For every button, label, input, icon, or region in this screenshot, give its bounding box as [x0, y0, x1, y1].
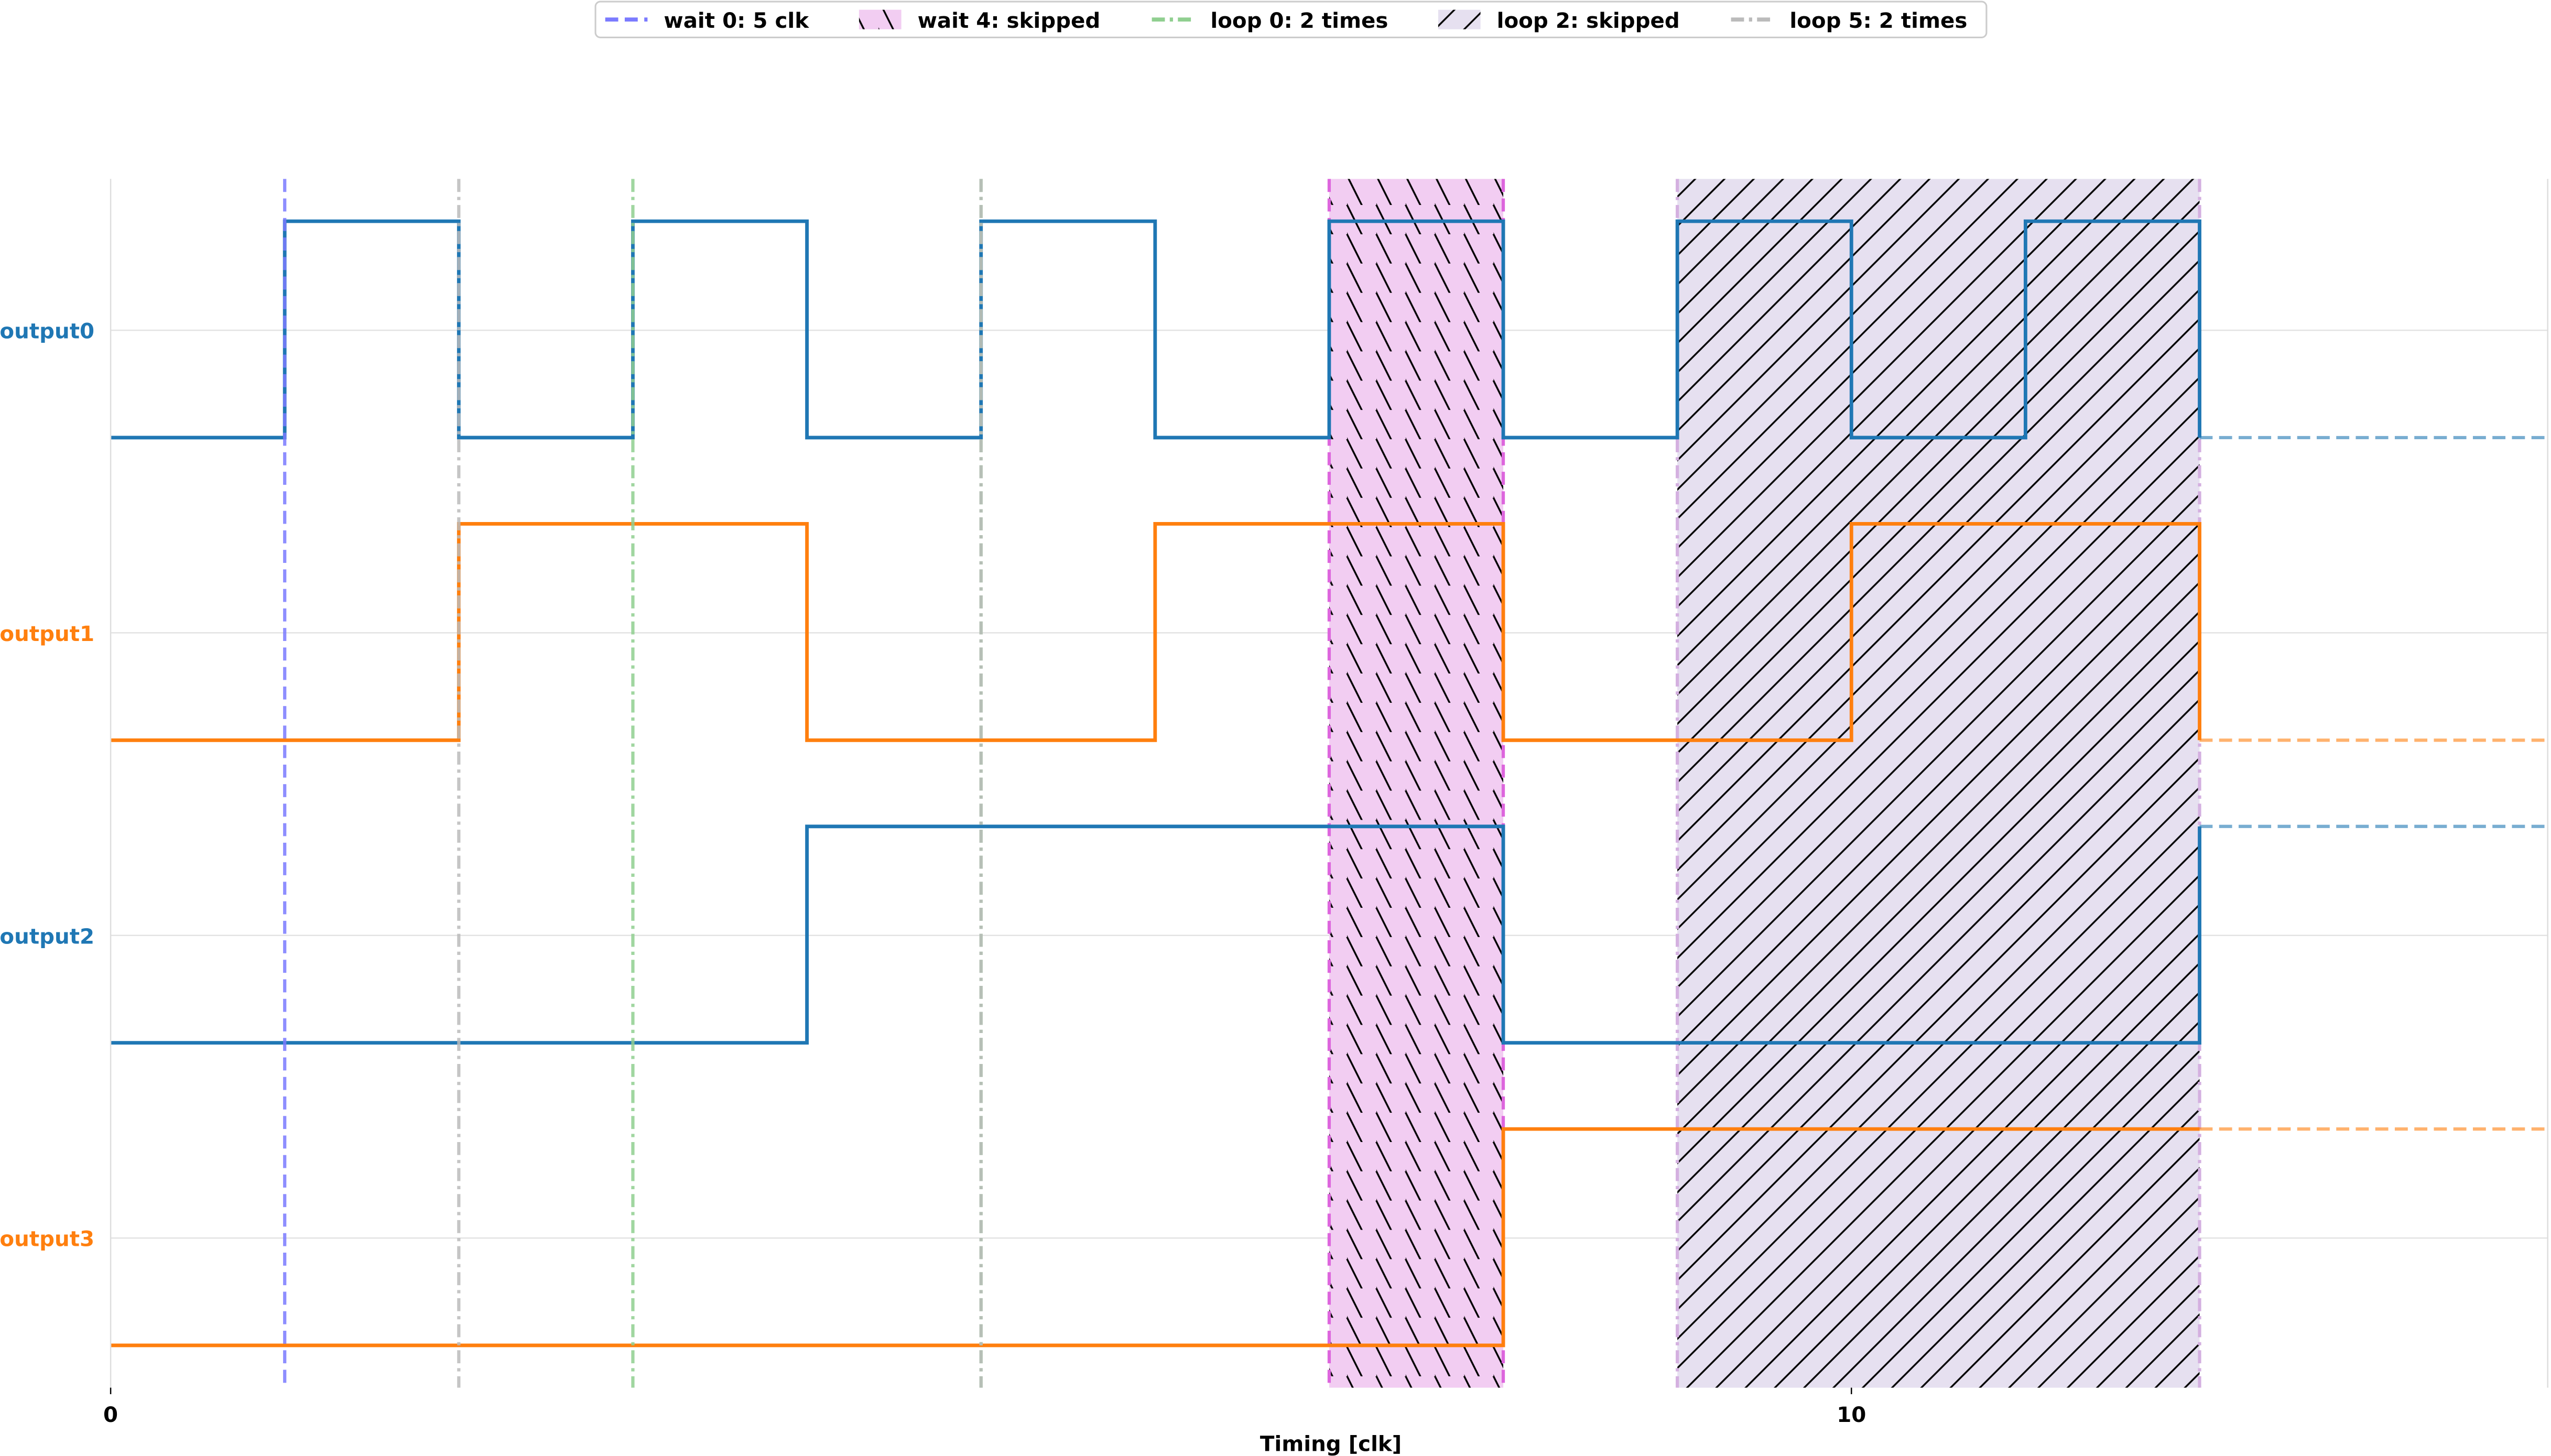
x-tick-label: 10	[1837, 1403, 1866, 1427]
signal-output2	[111, 824, 2201, 1045]
skipped-region	[1329, 179, 1504, 1388]
signal-output0	[111, 219, 2201, 440]
legend-label: loop 2: skipped	[1497, 8, 1680, 33]
x-axis: 0 10 Timing [clk]	[103, 179, 2548, 1456]
signal-label-output0: output0	[0, 319, 94, 344]
signal-labels: output0 output1 output2 output3	[0, 319, 94, 1252]
legend-label: loop 0: 2 times	[1210, 8, 1388, 33]
signal-label-output2: output2	[0, 924, 94, 949]
signal-label-output3: output3	[0, 1227, 94, 1252]
x-tick-label: 0	[103, 1403, 118, 1427]
legend: wait 0: 5 clk wait 4: skipped loop 0: 2 ti…	[594, 1, 1988, 38]
legend-label: wait 0: 5 clk	[664, 8, 809, 33]
legend-swatch	[859, 9, 902, 29]
legend-swatch	[1438, 9, 1481, 29]
legend-label: loop 5: 2 times	[1789, 8, 1967, 33]
x-axis-label: Timing [clk]	[1260, 1432, 1402, 1456]
legend-box	[594, 1, 1988, 38]
legend-label: wait 4: skipped	[918, 8, 1101, 33]
marker-lines	[283, 179, 983, 1388]
signal-label-output1: output1	[0, 622, 94, 646]
skipped-region	[1677, 179, 2200, 1388]
signal-output3	[111, 1127, 2200, 1348]
skipped-regions	[1327, 179, 2201, 1388]
